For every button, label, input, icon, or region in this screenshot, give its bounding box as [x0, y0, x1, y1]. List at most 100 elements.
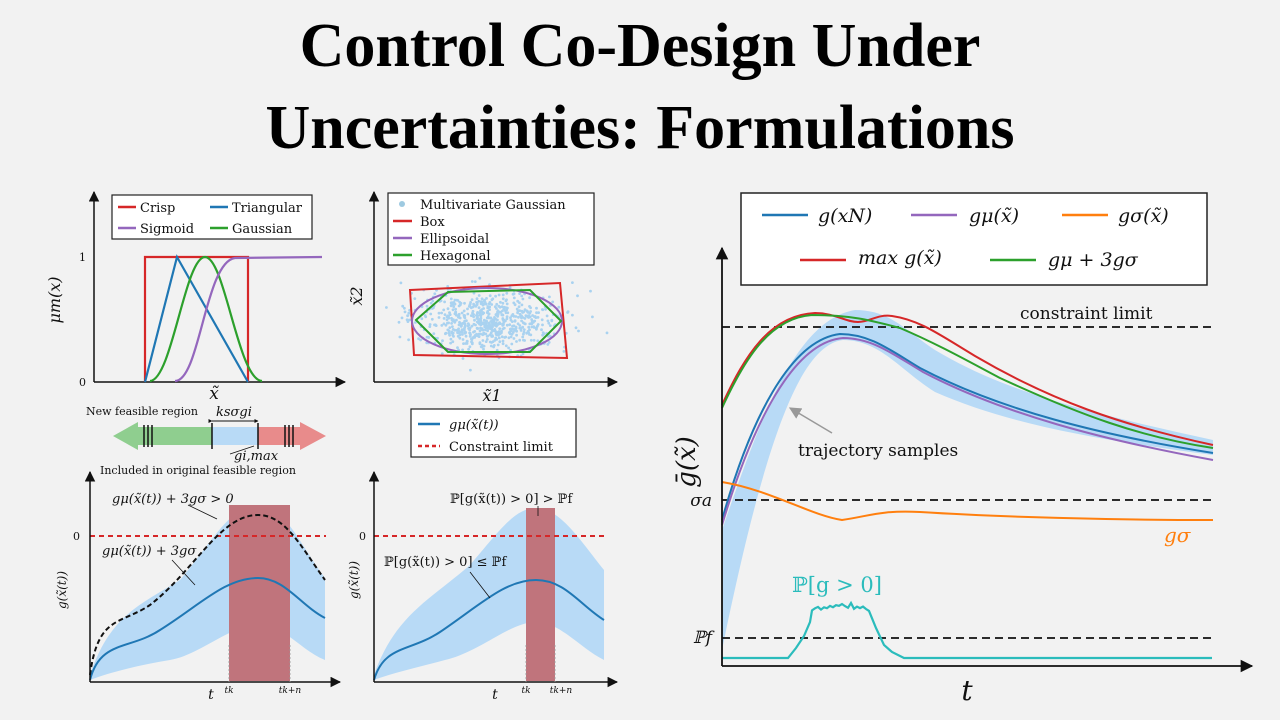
scatter-point: [488, 308, 491, 311]
legend-sigma-label: gσ(x̃): [1118, 205, 1169, 227]
scatter-point: [480, 328, 484, 331]
scatter-point: [470, 280, 474, 283]
scatter-point: [491, 340, 495, 343]
scatter-point: [547, 321, 551, 325]
scatter-point: [508, 286, 512, 289]
scatter-point: [454, 312, 458, 316]
hatch-left: [143, 423, 294, 449]
scatter-point: [501, 293, 505, 297]
scatter-point: [530, 319, 534, 323]
scatter-point: [478, 329, 482, 333]
scatter-point: [457, 329, 461, 333]
scatter-point: [515, 333, 518, 337]
scatter-point: [485, 311, 489, 314]
scatter-point: [425, 304, 429, 308]
membership-ytick-0: 0: [79, 376, 86, 389]
scatter-point: [482, 347, 485, 351]
scatter-point: [441, 339, 444, 343]
scatter-point: [515, 340, 518, 343]
scatter-point: [515, 307, 519, 311]
scatter-point: [464, 334, 468, 338]
legend-gaussian-points-swatch: [399, 201, 405, 207]
worst-case-mean: [89, 576, 326, 681]
scatter-point: [467, 347, 470, 351]
scatter-point: [456, 299, 460, 302]
legend-nominal-label: g(xN): [818, 205, 872, 227]
scatter-point: [479, 316, 483, 320]
scatter-point: [517, 315, 520, 319]
scatter-point: [468, 345, 472, 349]
scatter-point: [498, 327, 502, 330]
violation-window: [229, 505, 290, 681]
scatter-point: [514, 328, 517, 332]
scatter-point: [466, 312, 470, 316]
scatter-point: [477, 299, 481, 303]
legend-hexagonal-label: Hexagonal: [420, 249, 491, 264]
scatter-point: [508, 323, 512, 327]
scatter-point: [510, 320, 514, 323]
scatter-point: [470, 342, 474, 346]
scatter-point: [589, 289, 592, 293]
scatter-point: [449, 337, 453, 341]
chance-y0: 0: [359, 530, 366, 543]
scatter-point: [464, 331, 467, 335]
scatter-point: [472, 313, 475, 316]
scatter-point: [516, 322, 520, 326]
membership-panel: 1 0 μm(x) x̃ Crisp Triangular Sigmoid Ga…: [45, 190, 347, 404]
hexagonal-set: [414, 288, 563, 353]
scatter-point: [478, 276, 482, 280]
scatter-point: [562, 350, 566, 353]
scatter-point: [489, 316, 492, 320]
scatter-point: [506, 306, 509, 310]
legend-box-label: Box: [420, 215, 445, 230]
scatter-point: [407, 311, 411, 315]
scatter-point: [525, 309, 529, 313]
scatter-point: [406, 314, 409, 318]
scatter-point: [407, 338, 410, 342]
membership-xlabel: x̃: [209, 384, 219, 404]
worst-case-annot-top: gμ(x̃(t)) + 3gσ > 0: [112, 492, 234, 507]
legend-mean-label: gμ(x̃): [969, 205, 1019, 227]
scatter-point: [536, 339, 540, 343]
scatter-point: [398, 335, 402, 339]
scatter-point: [451, 340, 455, 344]
scatter-point: [514, 325, 518, 329]
scatter-point: [525, 331, 529, 335]
scatter-point: [486, 306, 490, 310]
scatter-point: [463, 327, 466, 331]
membership-ytick-1: 1: [79, 251, 86, 264]
scatter-point: [400, 316, 404, 320]
scatter-point: [500, 335, 504, 339]
infeasible-arrow: [258, 422, 326, 450]
scatter-point: [512, 301, 516, 305]
scatter-point: [484, 340, 488, 343]
scatter-point: [537, 311, 540, 314]
scatter-point: [450, 318, 454, 322]
scatter-point: [541, 323, 544, 327]
scatter-point: [463, 324, 467, 328]
scatter-point: [481, 303, 485, 307]
scatter-point: [522, 330, 526, 334]
scatter-point: [535, 311, 538, 315]
chance-annot-mid: ℙ[g(x̃(t)) > 0] ≤ ℙf: [384, 555, 507, 570]
scatter-point: [477, 294, 481, 297]
scatter-point: [420, 317, 424, 321]
scatter-point: [498, 332, 502, 335]
scatter-point: [494, 294, 497, 298]
scatter-ylabel: x̃2: [347, 286, 366, 305]
sigmoid-curve: [174, 255, 323, 383]
legend-gaussian-label: Gaussian: [232, 222, 293, 237]
scatter-point: [465, 319, 468, 323]
scatter-point: [501, 327, 505, 331]
scatter-point: [512, 296, 516, 300]
scatter-point: [468, 331, 471, 335]
scatter-point: [424, 315, 428, 319]
mu-3sigma-curve: [721, 313, 1214, 449]
scatter-point: [527, 314, 531, 318]
scatter-point: [461, 338, 465, 341]
scatter-point: [458, 336, 462, 340]
main-panel: ḡ(x̃) t σa ℙf constraint limit trajector…: [672, 192, 1254, 707]
scatter-point: [517, 305, 521, 309]
probability-curve: [722, 600, 1212, 660]
main-xlabel: t: [961, 674, 973, 707]
